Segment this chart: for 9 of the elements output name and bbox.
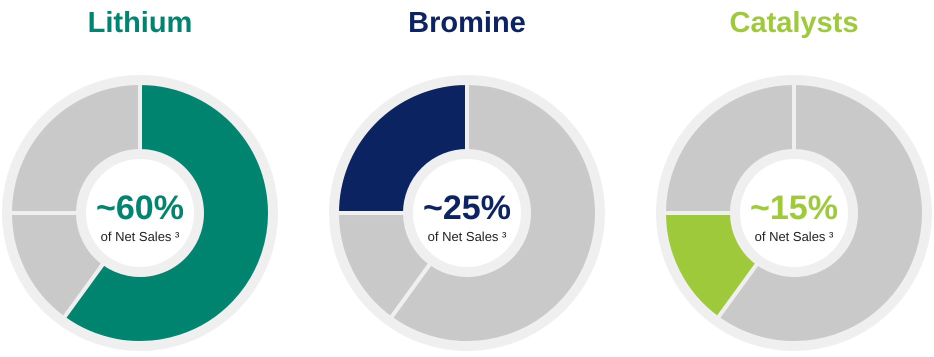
- text: ~25%: [423, 189, 511, 227]
- text: of Net Sales ³: [100, 229, 180, 244]
- chart-title: Lithium: [88, 7, 192, 39]
- text: ~15%: [750, 189, 838, 227]
- text: ~60%: [96, 189, 184, 227]
- text: of Net Sales ³: [428, 229, 508, 244]
- text: of Net Sales ³: [754, 229, 834, 244]
- chart-title: Bromine: [408, 7, 526, 39]
- chart-title: Catalysts: [730, 7, 858, 39]
